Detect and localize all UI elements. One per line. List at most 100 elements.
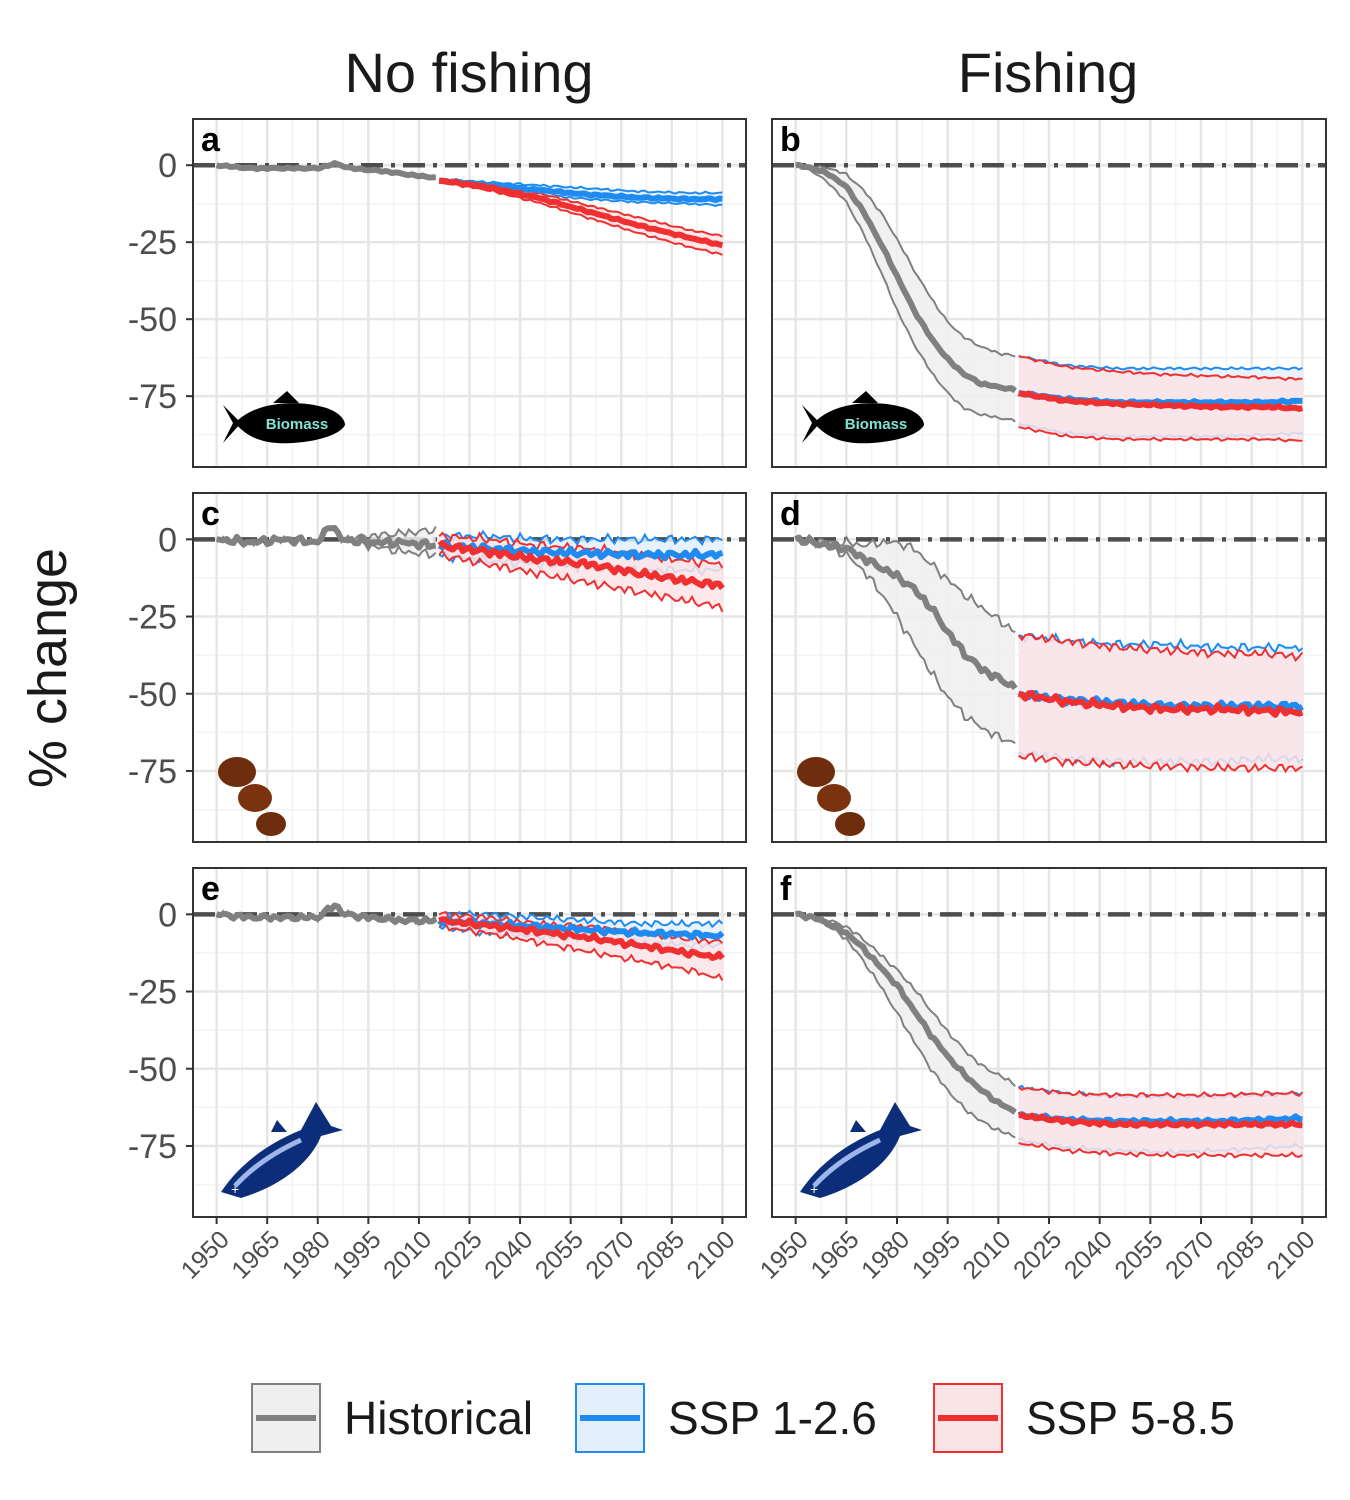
panel-a: a Biomass 0 -25 -50 -75 bbox=[128, 118, 747, 468]
y-tick-label: 0 bbox=[158, 896, 177, 934]
y-tick-label: -75 bbox=[128, 753, 177, 791]
legend-label: Historical bbox=[344, 1392, 533, 1444]
fish-body bbox=[814, 403, 924, 444]
panel-series bbox=[794, 910, 1304, 1159]
panel-series bbox=[795, 161, 1304, 443]
panel-border bbox=[771, 492, 1327, 843]
fish-biomass-icon: Biomass bbox=[802, 391, 924, 444]
band-historical bbox=[795, 535, 1016, 744]
fish-fin bbox=[271, 1120, 287, 1132]
mean-line-ssp-5-8-5 bbox=[1018, 1112, 1303, 1130]
lower-bound-historical bbox=[795, 164, 1016, 423]
fish-outline-icon: + bbox=[221, 1102, 343, 1198]
lower-bound-ssp-5-8-5 bbox=[1018, 752, 1303, 774]
plankton-icon bbox=[218, 757, 286, 836]
x-tick-label: 2025 bbox=[1008, 1225, 1067, 1284]
lower-bound-historical bbox=[795, 534, 1016, 745]
x-tick-label: 1995 bbox=[327, 1225, 386, 1284]
x-tick-label: 1980 bbox=[856, 1225, 915, 1284]
upper-bound-ssp-5-8-5 bbox=[1017, 632, 1304, 663]
upper-bound-historical bbox=[795, 913, 1016, 1087]
upper-bound-ssp-5-8-5 bbox=[1018, 355, 1303, 382]
legend-item-ssp-1-2-6: SSP 1-2.6 bbox=[575, 1383, 877, 1453]
legend-label: SSP 1-2.6 bbox=[668, 1392, 877, 1444]
fish-outline-icon: + bbox=[800, 1102, 922, 1198]
x-tick-label: 1965 bbox=[805, 1225, 864, 1284]
legend-label: SSP 5-8.5 bbox=[1026, 1392, 1235, 1444]
x-tick-label: 2085 bbox=[1211, 1225, 1270, 1284]
x-tick-label: 2100 bbox=[1261, 1225, 1320, 1284]
plankton-lobe bbox=[817, 784, 851, 812]
mean-line-ssp-5-8-5 bbox=[437, 540, 725, 591]
legend-item-ssp-5-8-5: SSP 5-8.5 bbox=[933, 1383, 1235, 1453]
panel-d: d bbox=[771, 492, 1327, 843]
x-tick-label: 2010 bbox=[378, 1225, 437, 1284]
upper-bound-historical bbox=[795, 533, 1016, 634]
legend-item-historical: Historical bbox=[251, 1383, 533, 1453]
mean-line-historical bbox=[215, 160, 436, 181]
panel-tag: a bbox=[201, 121, 221, 159]
lower-bound-ssp-5-8-5 bbox=[1018, 426, 1303, 443]
panel-tag: b bbox=[780, 121, 801, 159]
fish-eye: + bbox=[231, 1181, 239, 1197]
upper-bound-ssp-1-2-6 bbox=[438, 529, 723, 547]
upper-bound-historical bbox=[795, 163, 1016, 358]
mean-line-ssp-5-8-5 bbox=[1017, 690, 1304, 718]
x-tick-label: 2055 bbox=[1109, 1225, 1168, 1284]
mean-line-historical bbox=[794, 910, 1017, 1115]
x-tick-label: 1995 bbox=[907, 1225, 966, 1284]
y-tick-label: -50 bbox=[128, 676, 177, 714]
y-tick-label: -50 bbox=[128, 301, 177, 339]
fish-icon-label: Biomass bbox=[266, 416, 329, 433]
x-tick-label: 1965 bbox=[226, 1225, 285, 1284]
panel-tag: f bbox=[780, 870, 792, 908]
panel-series bbox=[794, 533, 1304, 774]
mean-line-historical bbox=[215, 902, 438, 926]
panel-series bbox=[216, 525, 725, 613]
panel-series bbox=[215, 160, 724, 256]
column-title-fishing: Fishing bbox=[958, 41, 1139, 104]
fish-fin bbox=[852, 391, 878, 403]
x-tick-label: 1950 bbox=[755, 1225, 814, 1284]
fish-body bbox=[235, 403, 345, 444]
x-tick-label: 2085 bbox=[631, 1225, 690, 1284]
x-tick-label: 2100 bbox=[682, 1225, 741, 1284]
mean-line-ssp-5-8-5 bbox=[438, 916, 725, 961]
upper-bound-ssp-5-8-5 bbox=[438, 910, 724, 945]
mean-line-historical bbox=[794, 534, 1018, 691]
x-tick-label: 2040 bbox=[1059, 1225, 1118, 1284]
fish-stripe bbox=[812, 1137, 882, 1188]
x-tick-label: 1950 bbox=[176, 1225, 235, 1284]
x-tick-label: 2070 bbox=[1160, 1225, 1219, 1284]
column-title-no-fishing: No fishing bbox=[344, 41, 593, 104]
y-axis-label: % change bbox=[18, 548, 78, 788]
mean-line-historical bbox=[795, 161, 1017, 394]
panel-tag: e bbox=[201, 870, 220, 908]
plankton-lobe bbox=[238, 784, 272, 812]
y-tick-label: 0 bbox=[158, 147, 177, 185]
fish-biomass-icon: Biomass bbox=[223, 391, 345, 444]
band-ssp-5-8-5 bbox=[439, 178, 723, 256]
x-tick-label: 2055 bbox=[530, 1225, 589, 1284]
x-tick-label: 1980 bbox=[277, 1225, 336, 1284]
fish-fin bbox=[850, 1120, 866, 1132]
plankton-lobe bbox=[256, 812, 286, 836]
lower-bound-ssp-5-8-5 bbox=[438, 549, 724, 613]
mean-line-ssp-5-8-5 bbox=[438, 177, 724, 249]
mean-line-historical bbox=[216, 525, 437, 551]
y-tick-label: -25 bbox=[128, 599, 177, 637]
panel-tag: c bbox=[201, 495, 220, 533]
lower-bound-ssp-5-8-5 bbox=[438, 923, 724, 981]
mean-line-ssp-5-8-5 bbox=[1017, 390, 1304, 412]
upper-bound-ssp-5-8-5 bbox=[1018, 1086, 1304, 1099]
y-tick-label: 0 bbox=[158, 521, 177, 559]
panel-tag: d bbox=[780, 495, 801, 533]
panel-grid: aBiomass0-25-50-75bBiomassc0-25-50-75de+… bbox=[128, 118, 1327, 1285]
y-tick-label: -50 bbox=[128, 1051, 177, 1089]
panel-b: b Biomass bbox=[771, 118, 1327, 468]
y-tick-label: -75 bbox=[128, 378, 177, 416]
y-tick-label: -75 bbox=[128, 1128, 177, 1166]
fish-icon-label: Biomass bbox=[845, 416, 908, 433]
panel-series bbox=[215, 902, 725, 981]
